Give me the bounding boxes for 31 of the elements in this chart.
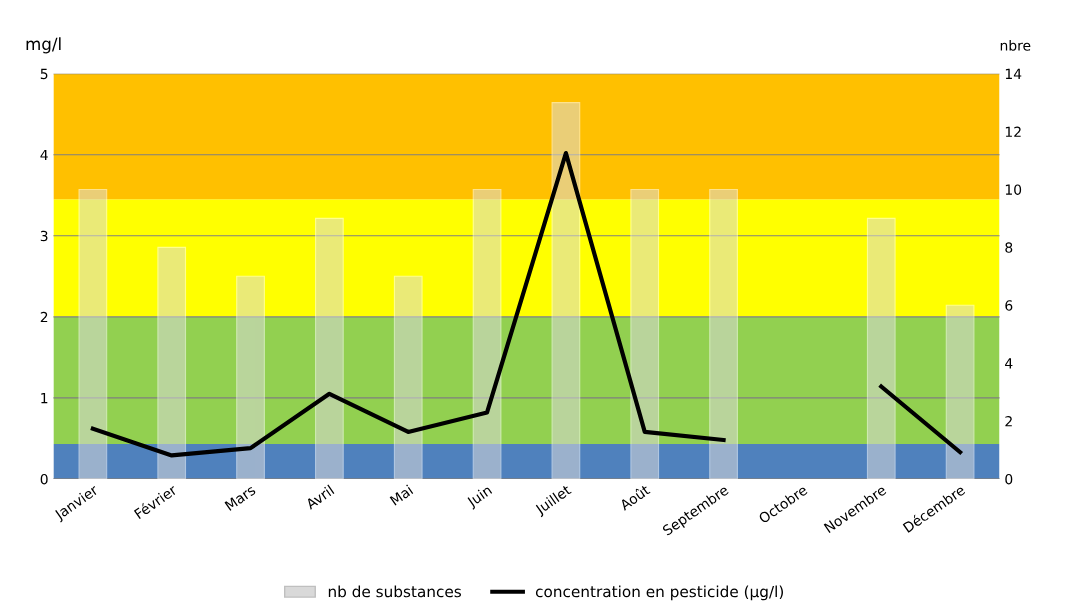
legend-label: nb de substances: [328, 585, 461, 598]
bar: [945, 304, 975, 479]
x-tick-label: Juin: [465, 484, 494, 510]
y2-tick-label: 14: [1005, 68, 1022, 79]
bar: [315, 217, 344, 479]
bar: [866, 217, 896, 479]
bar: [78, 188, 108, 479]
bar: [472, 188, 502, 479]
y-tick-label: 2: [40, 311, 48, 323]
y2-tick-label: 12: [1005, 126, 1021, 137]
y-tick-label: 4: [40, 149, 48, 160]
y2-axis-title: nbre: [1000, 39, 1031, 51]
y2-tick-label: 0: [1005, 473, 1013, 485]
bar: [551, 102, 581, 479]
bar: [236, 275, 265, 479]
y-tick-label: 5: [40, 68, 48, 80]
legend-label: concentration en pesticide (µg/l): [535, 585, 783, 601]
y2-tick-label: 10: [1005, 184, 1022, 195]
y2-tick-label: 2: [1005, 416, 1012, 427]
bar: [709, 188, 738, 479]
y-tick-label: 1: [41, 393, 48, 404]
y-axis-title: mg/l: [26, 37, 61, 54]
x-tick-label: Mai: [389, 484, 414, 506]
bar: [630, 188, 660, 479]
y-tick-label: 0: [40, 473, 48, 485]
y2-tick-label: 4: [1005, 358, 1013, 369]
bar: [393, 275, 423, 479]
bar: [157, 246, 187, 479]
y-tick-label: 3: [40, 230, 48, 242]
y2-tick-label: 6: [1005, 300, 1013, 311]
y2-tick-label: 8: [1005, 242, 1013, 253]
